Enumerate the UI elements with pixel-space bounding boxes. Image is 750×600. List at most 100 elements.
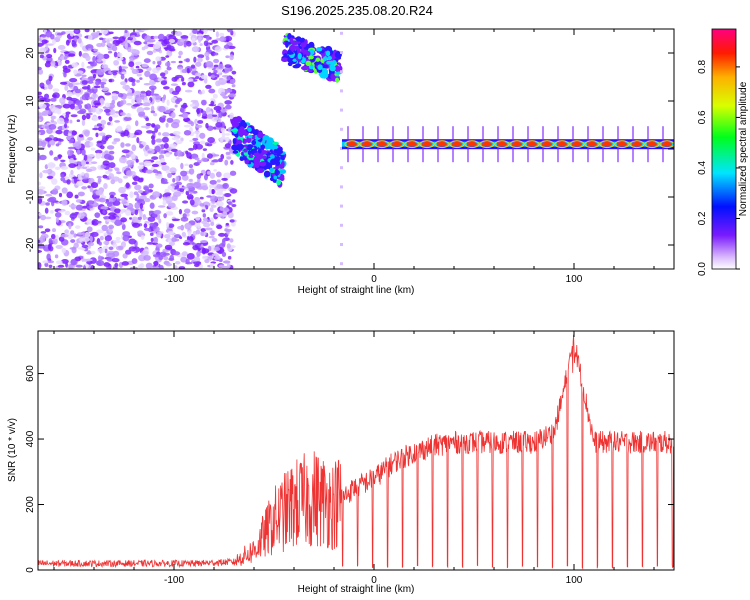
- noise-blob: [70, 230, 75, 235]
- cluster-low-blob: [247, 134, 253, 139]
- noise-blob: [201, 206, 207, 210]
- noise-blob: [116, 171, 122, 175]
- colorbar-tick-label: 0.8: [697, 60, 708, 74]
- noise-blob: [174, 31, 183, 37]
- noise-blob: [172, 178, 176, 183]
- noise-blob: [120, 193, 129, 198]
- noise-blob: [181, 251, 188, 257]
- noise-blob: [224, 100, 232, 105]
- noise-dash: [340, 204, 343, 208]
- noise-blob: [45, 44, 49, 51]
- noise-blob: [82, 265, 87, 269]
- noise-blob: [209, 172, 216, 179]
- carrier-peak-halo: [389, 140, 405, 149]
- noise-blob: [192, 143, 198, 150]
- cluster-low-blob: [231, 144, 239, 151]
- cluster-low-blob: [236, 139, 243, 145]
- noise-blob: [224, 88, 233, 93]
- noise-blob: [44, 228, 51, 233]
- noise-blob: [182, 102, 187, 109]
- noise-blob: [197, 178, 201, 183]
- noise-blob: [95, 152, 102, 159]
- noise-blob: [82, 205, 88, 209]
- noise-blob: [153, 209, 162, 215]
- noise-blob: [54, 254, 59, 259]
- noise-blob: [108, 224, 115, 230]
- carrier-peak-halo: [629, 140, 645, 149]
- noise-blob: [208, 255, 213, 261]
- noise-blob: [46, 54, 53, 59]
- noise-blob: [44, 164, 49, 170]
- cluster-high-blob: [285, 40, 289, 48]
- noise-blob: [106, 39, 110, 46]
- noise-blob: [67, 149, 74, 156]
- noise-blob: [50, 97, 57, 102]
- noise-blob: [48, 110, 52, 115]
- noise-blob: [103, 108, 111, 113]
- noise-blob: [102, 58, 106, 65]
- noise-blob: [162, 94, 167, 101]
- noise-blob: [40, 231, 47, 234]
- noise-blob: [41, 97, 47, 102]
- noise-blob: [45, 60, 51, 64]
- noise-blob: [229, 54, 234, 61]
- noise-blob: [103, 262, 111, 268]
- noise-blob: [140, 125, 149, 129]
- noise-blob: [44, 93, 50, 99]
- noise-blob: [52, 238, 58, 245]
- noise-blob: [217, 199, 222, 202]
- noise-blob: [145, 169, 153, 174]
- noise-blob: [39, 172, 43, 179]
- noise-blob: [100, 119, 107, 126]
- noise-blob: [122, 60, 126, 65]
- noise-blob: [183, 208, 191, 214]
- cluster-low-blob: [280, 165, 285, 169]
- noise-blob: [134, 132, 139, 136]
- noise-blob: [209, 207, 214, 213]
- noise-blob: [81, 80, 88, 85]
- noise-blob: [134, 209, 139, 216]
- noise-blob: [86, 218, 93, 225]
- cluster-low-blob: [248, 154, 254, 159]
- noise-blob: [227, 201, 233, 206]
- noise-blob: [182, 213, 187, 219]
- noise-blob: [140, 94, 145, 100]
- noise-blob: [211, 39, 219, 44]
- carrier-peak: [392, 141, 402, 147]
- noise-blob: [229, 170, 237, 176]
- noise-blob: [192, 106, 198, 110]
- noise-blob: [220, 79, 227, 85]
- noise-blob: [130, 153, 136, 160]
- noise-blob: [224, 159, 229, 166]
- noise-blob: [74, 105, 80, 111]
- noise-blob: [52, 228, 57, 233]
- noise-blob: [152, 43, 161, 50]
- noise-blob: [210, 98, 215, 102]
- noise-blob: [136, 137, 140, 144]
- noise-blob: [47, 243, 52, 251]
- noise-blob: [129, 133, 134, 138]
- noise-blob: [115, 127, 123, 132]
- noise-blob: [77, 232, 86, 235]
- noise-blob: [171, 121, 180, 129]
- noise-blob: [152, 191, 161, 198]
- noise-blob: [208, 88, 216, 94]
- noise-blob: [221, 265, 230, 269]
- noise-blob: [202, 110, 207, 117]
- noise-blob: [223, 44, 230, 49]
- noise-blob: [123, 175, 128, 179]
- noise-blob: [205, 56, 210, 61]
- noise-dash: [340, 51, 343, 54]
- noise-blob: [211, 237, 218, 242]
- noise-blob: [128, 238, 137, 245]
- noise-blob: [137, 177, 144, 183]
- noise-blob: [148, 210, 154, 214]
- noise-blob: [185, 190, 190, 196]
- noise-blob: [216, 74, 220, 78]
- noise-blob: [203, 40, 209, 47]
- cluster-low-blob: [239, 156, 245, 162]
- cluster-low-blob: [260, 151, 268, 155]
- noise-blob: [167, 202, 176, 209]
- noise-blob: [160, 72, 166, 77]
- noise-blob: [103, 232, 108, 237]
